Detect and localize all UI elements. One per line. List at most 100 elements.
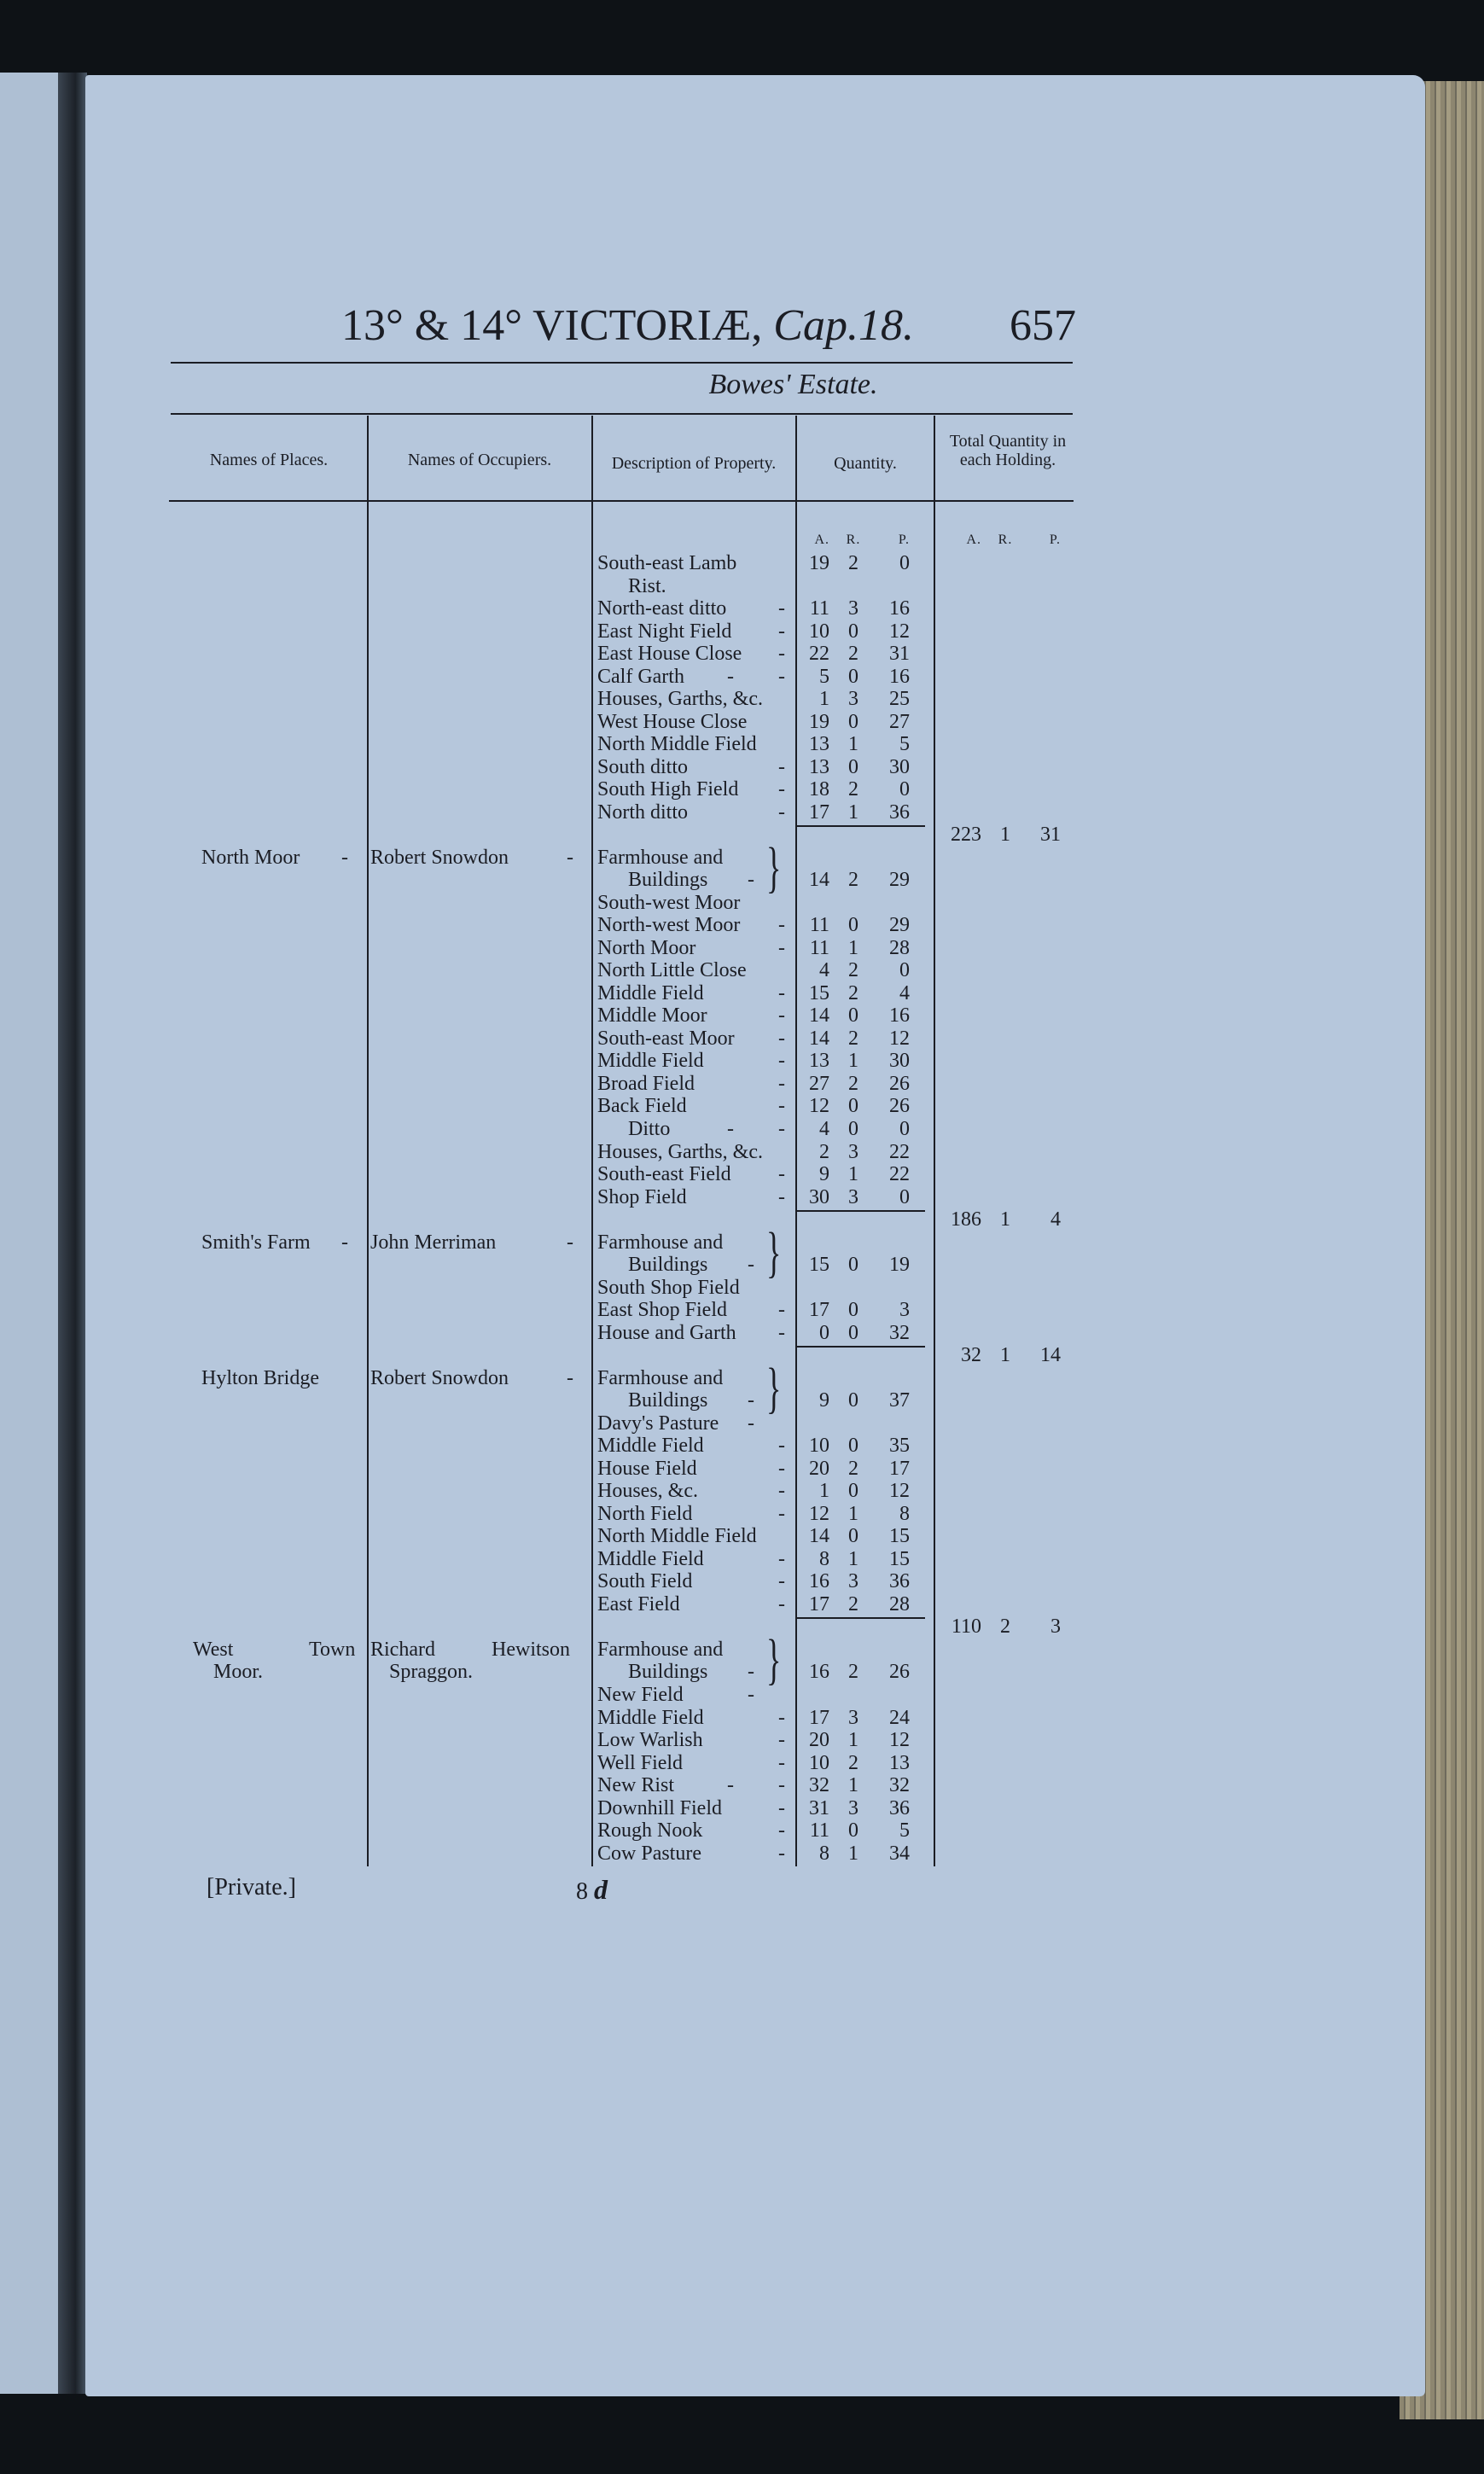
column-divider bbox=[795, 416, 797, 1866]
private-label: [Private.] bbox=[207, 1874, 296, 1901]
quantity-roods: 3 bbox=[848, 1140, 858, 1163]
leader-dash: - bbox=[567, 1231, 573, 1254]
leader-dash: - bbox=[778, 800, 785, 824]
leader-dash: - bbox=[778, 1095, 785, 1118]
leader-dash: - bbox=[748, 869, 754, 892]
property-description: Downhill Field bbox=[597, 1796, 723, 1819]
quantity-acres: 11 bbox=[809, 936, 829, 959]
title-rule bbox=[171, 362, 1073, 364]
quantity-acres: 16 bbox=[809, 1661, 829, 1684]
quantity-perches: 13 bbox=[889, 1751, 910, 1774]
quantity-acres: 16 bbox=[809, 1570, 829, 1593]
quantity-roods: 2 bbox=[848, 552, 858, 574]
estate-title: Bowes' Estate. bbox=[708, 369, 878, 400]
property-description: South Field bbox=[597, 1570, 693, 1593]
quantity-perches: 16 bbox=[889, 597, 910, 620]
signature-letter: d bbox=[594, 1874, 608, 1905]
quantity-acres: 14 bbox=[809, 1004, 829, 1027]
page bbox=[85, 75, 1425, 2396]
quantity-roods: 0 bbox=[848, 665, 858, 688]
property-description: South ditto bbox=[597, 755, 689, 778]
col-header-places: Names of Places. bbox=[209, 451, 329, 469]
quantity-perches: 16 bbox=[889, 665, 910, 688]
quantity-roods: 1 bbox=[848, 1774, 858, 1797]
property-description: South High Field bbox=[597, 778, 739, 801]
quantity-perches: 30 bbox=[889, 1050, 910, 1073]
quantity-roods: 0 bbox=[848, 914, 858, 937]
quantity-roods: 2 bbox=[848, 1072, 858, 1095]
quantity-acres: 19 bbox=[809, 710, 829, 733]
leader-dash: - bbox=[778, 1796, 785, 1819]
total-perches: 31 bbox=[1040, 824, 1061, 847]
leader-dash: - bbox=[778, 1842, 785, 1865]
property-description: House and Garth bbox=[597, 1321, 736, 1344]
quantity-roods: 3 bbox=[848, 1706, 858, 1729]
leader-dash: - bbox=[567, 846, 573, 869]
quantity-roods: 1 bbox=[848, 1842, 858, 1865]
quantity-acres: 10 bbox=[809, 1751, 829, 1774]
brace-icon: } bbox=[766, 1627, 782, 1691]
quantity-acres: 8 bbox=[819, 1842, 829, 1865]
property-description: New Rist bbox=[597, 1774, 674, 1797]
quantity-acres: 12 bbox=[809, 1502, 829, 1525]
total-unit-perches: P. bbox=[1049, 533, 1061, 547]
quantity-roods: 0 bbox=[848, 1389, 858, 1412]
quantity-acres: 22 bbox=[809, 643, 829, 666]
total-perches: 4 bbox=[1050, 1208, 1061, 1231]
quantity-acres: 9 bbox=[819, 1389, 829, 1412]
quantity-roods: 2 bbox=[848, 1592, 858, 1615]
quantity-acres: 15 bbox=[809, 1254, 829, 1277]
property-description: North Middle Field bbox=[597, 733, 757, 756]
property-description: South-west Moor bbox=[597, 891, 741, 914]
property-description: Davy's Pasture bbox=[597, 1412, 719, 1435]
leader-dash: - bbox=[778, 1547, 785, 1570]
brace-icon: } bbox=[766, 1220, 782, 1284]
quantity-perches: 15 bbox=[889, 1547, 910, 1570]
quantity-perches: 0 bbox=[899, 778, 910, 801]
quantity-acres: 20 bbox=[809, 1457, 829, 1480]
total-acres: 223 bbox=[951, 824, 981, 847]
signature-mark: 8 d bbox=[576, 1874, 608, 1906]
quantity-acres: 20 bbox=[809, 1729, 829, 1752]
quantity-perches: 35 bbox=[889, 1435, 910, 1458]
leader-dash: - bbox=[778, 1050, 785, 1073]
property-description: North Little Close bbox=[597, 959, 747, 982]
quantity-roods: 0 bbox=[848, 1118, 858, 1140]
quantity-roods: 0 bbox=[848, 755, 858, 778]
property-description: Cow Pasture bbox=[597, 1842, 701, 1865]
quantity-perches: 22 bbox=[889, 1140, 910, 1163]
quantity-perches: 12 bbox=[889, 1027, 910, 1050]
quantity-perches: 8 bbox=[899, 1502, 910, 1525]
quantity-perches: 4 bbox=[899, 981, 910, 1004]
quantity-roods: 0 bbox=[848, 1480, 858, 1503]
quantity-acres: 10 bbox=[809, 1435, 829, 1458]
quantity-perches: 12 bbox=[889, 620, 910, 643]
property-description: East Night Field bbox=[597, 620, 732, 643]
leader-dash: - bbox=[778, 1706, 785, 1729]
brace-icon: } bbox=[766, 835, 782, 899]
quantity-perches: 37 bbox=[889, 1389, 910, 1412]
quantity-perches: 0 bbox=[899, 1185, 910, 1208]
subtotal-rule bbox=[797, 1617, 925, 1620]
quantity-roods: 0 bbox=[848, 1299, 858, 1322]
quantity-perches: 29 bbox=[889, 914, 910, 937]
quantity-acres: 2 bbox=[819, 1140, 829, 1163]
property-description: North-east ditto bbox=[597, 597, 727, 620]
quantity-roods: 1 bbox=[848, 800, 858, 824]
leader-dash: - bbox=[341, 1231, 348, 1254]
book-gutter bbox=[58, 73, 87, 2394]
quantity-perches: 0 bbox=[899, 959, 910, 982]
leader-dash: - bbox=[778, 1751, 785, 1774]
place-name: Smith's Farm bbox=[201, 1231, 311, 1254]
column-divider bbox=[591, 416, 593, 1866]
quantity-unit-roods: R. bbox=[846, 533, 861, 547]
leader-dash: - bbox=[778, 755, 785, 778]
quantity-perches: 30 bbox=[889, 755, 910, 778]
signature-number: 8 bbox=[576, 1878, 588, 1905]
quantity-roods: 1 bbox=[848, 1050, 858, 1073]
quantity-acres: 27 bbox=[809, 1072, 829, 1095]
property-description: Farmhouse and bbox=[597, 846, 724, 869]
estate-rule bbox=[171, 413, 1073, 415]
leader-dash: - bbox=[727, 1774, 734, 1797]
property-description: Buildings bbox=[628, 1254, 708, 1277]
